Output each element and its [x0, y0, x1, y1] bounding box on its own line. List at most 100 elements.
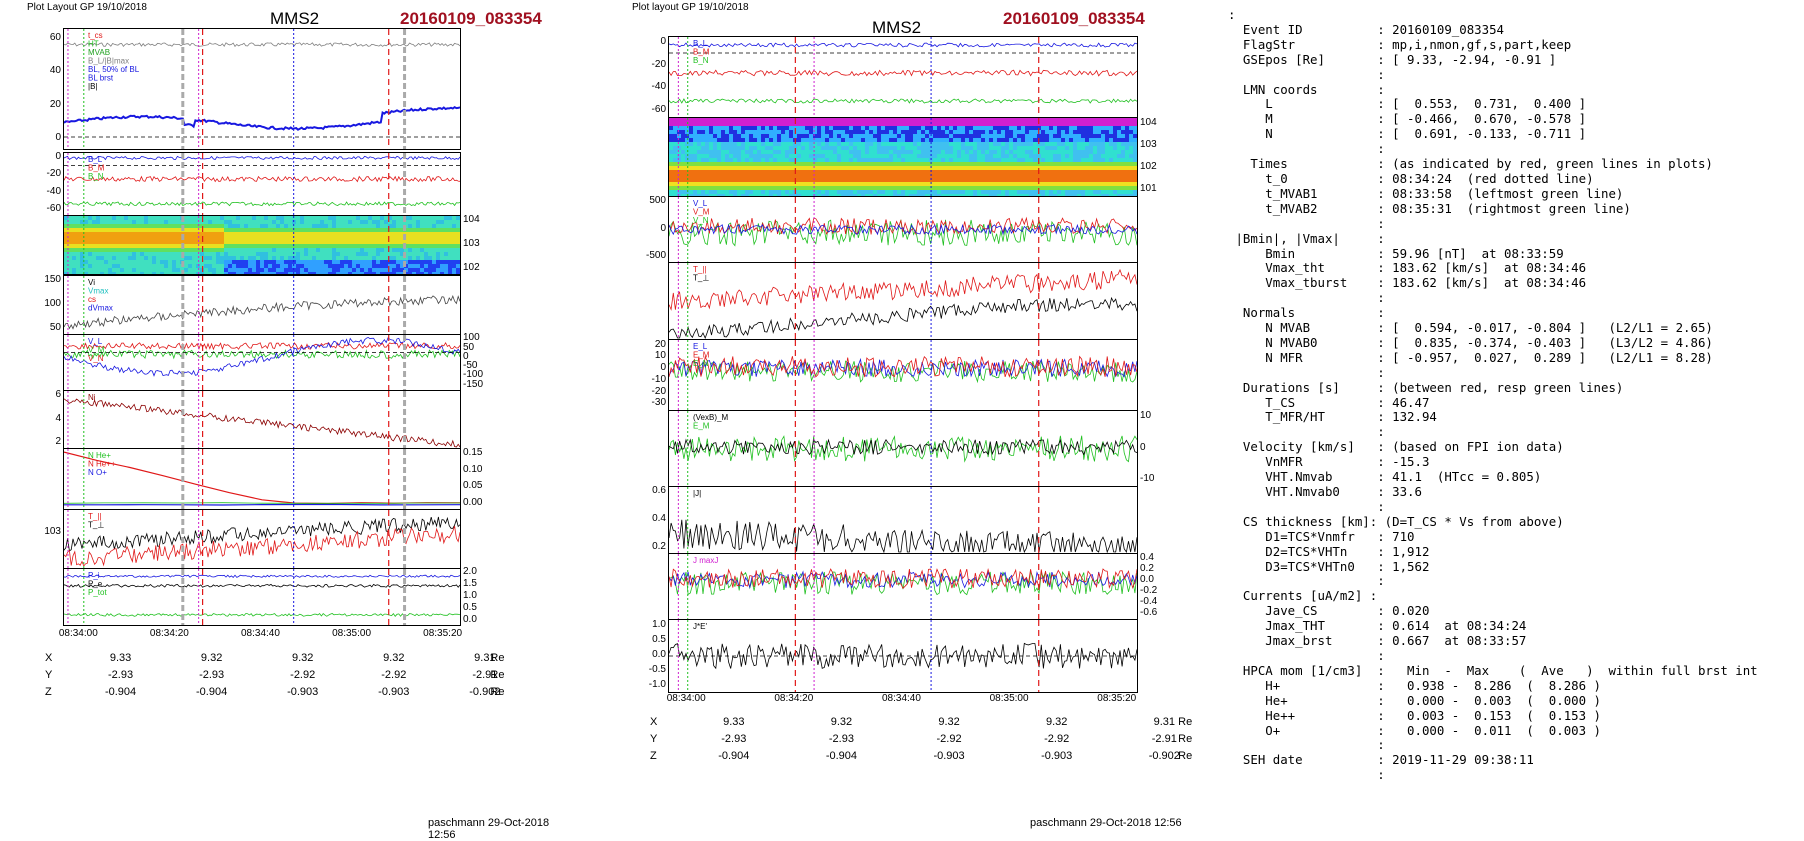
info-line: Jmax_THT : 0.614 at 08:34:24: [1228, 618, 1527, 634]
position-unit: Re: [490, 652, 505, 664]
left-plot-spacecraft: MMS2: [270, 9, 320, 28]
info-line: Jave_CS : 0.020: [1228, 603, 1430, 619]
panel-1: [668, 117, 1138, 197]
position-value: 9.33: [723, 716, 745, 728]
y-tick-label: 102: [463, 262, 480, 274]
position-row: Z -0.904 -0.904 -0.903 -0.903 -0.902 Re: [650, 750, 1192, 762]
info-line: Velocity [km/s] : (based on FPI ion data…: [1228, 439, 1564, 455]
info-line: Vmax_tht : 183.62 [km/s] at 08:34:46: [1228, 260, 1587, 276]
position-value: -2.92: [1044, 733, 1070, 745]
legend-label: N O+: [88, 468, 107, 477]
trace: [669, 438, 1137, 456]
info-line: Durations [s] : (between red, resp green…: [1228, 379, 1624, 395]
position-label: X: [45, 652, 53, 664]
panel-traces: P_iP_eP_tot: [64, 569, 460, 625]
info-line: Event ID : 20160109_083354: [1228, 21, 1505, 37]
info-line: Bmin : 59.96 [nT] at 08:33:59: [1228, 245, 1564, 261]
info-line: :: [1228, 573, 1385, 589]
trace: [669, 570, 1137, 589]
x-tick-label: 08:34:00: [58, 628, 98, 639]
legend-label: E_N: [693, 359, 709, 368]
position-unit: Re: [1178, 716, 1193, 728]
position-value: -0.902: [469, 686, 501, 698]
info-line: N MVAB0 : [ 0.835, -0.374, -0.403 ] (L3/…: [1228, 334, 1713, 350]
y-tick-label: 102: [1140, 160, 1157, 172]
mid-plot-event: 20160109_083354: [1003, 9, 1145, 28]
info-line: Currents [uA/m2] :: [1228, 588, 1378, 604]
trace: [64, 583, 460, 588]
position-value: 9.32: [291, 652, 314, 664]
position-value: 9.33: [109, 652, 132, 664]
trace: [64, 155, 460, 161]
y-tick-label: 6: [55, 388, 61, 400]
left-plot-event: 20160109_083354: [400, 9, 542, 28]
position-value: 9.32: [383, 652, 405, 664]
info-line: VHT.Nmvab : 41.1 (HTcc = 0.805): [1228, 469, 1542, 485]
info-line: FlagStr : mp,i,nmon,gf,s,part,keep: [1228, 36, 1572, 52]
info-line: Jmax_brst : 0.667 at 08:33:57: [1228, 633, 1527, 649]
legend-label: MVAB: [88, 48, 110, 57]
panel-2: V_L V_M V_N: [668, 196, 1138, 263]
legend-label: dVmax: [88, 304, 113, 313]
trace: [669, 219, 1137, 247]
y-tick-label: 0.5: [463, 601, 477, 613]
y-tick-label: 40: [49, 65, 61, 77]
y-tick-label: -50: [463, 360, 478, 372]
position-label: Z: [650, 750, 657, 762]
legend-label: E_M: [693, 351, 710, 360]
position-row: Y -2.93 -2.93 -2.92 -2.92 -2.91 Re: [650, 733, 1192, 745]
legend-label: N He++: [88, 460, 116, 469]
position-value: 9.31: [474, 652, 496, 664]
info-line: VnMFR : -15.3: [1228, 454, 1430, 470]
position-label: X: [650, 716, 658, 728]
legend-label: P_tot: [88, 588, 107, 597]
position-label: Z: [45, 686, 52, 698]
x-tick-label: 08:34:40: [882, 693, 921, 704]
y-tick-label: 0: [660, 362, 666, 374]
y-tick-label: -60: [651, 103, 666, 115]
y-tick-label: -30: [651, 397, 666, 409]
y-tick-label: 500: [649, 195, 666, 207]
info-line: Times : (as indicated by red, green line…: [1228, 156, 1713, 172]
y-tick-label: 0.10: [463, 463, 483, 475]
position-value: -2.93: [828, 733, 854, 745]
legend-label: BL brst: [88, 74, 114, 83]
legend-label: J maxJ: [693, 556, 718, 565]
info-line: :: [1228, 141, 1385, 157]
trace: [669, 42, 1137, 48]
position-row: Y -2.93 -2.93 -2.92 -2.92 -2.91 Re: [45, 669, 504, 681]
y-tick-label: -0.6: [1140, 606, 1158, 618]
trace: [669, 69, 1137, 77]
trace: [64, 398, 460, 448]
y-tick-label: 103: [44, 526, 61, 538]
y-tick-label: 20: [654, 338, 666, 350]
position-value: -0.904: [196, 686, 228, 698]
trace: [669, 98, 1137, 104]
legend-label: B_M: [693, 48, 710, 57]
legend-label: E_M: [693, 422, 710, 431]
legend-label: V_L: [88, 337, 103, 346]
legend-label: |J|: [693, 489, 701, 498]
y-tick-label: 0: [660, 222, 666, 234]
legend-label: V_N: [88, 354, 104, 363]
legend-label: E_L: [693, 342, 708, 351]
info-line: D3=TCS*VHTn0 : 1,562: [1228, 558, 1430, 574]
info-line: CS thickness [km]: (D=T_CS * Vs from abo…: [1228, 513, 1564, 529]
trace: [64, 201, 460, 207]
legend-label: T_⊥: [88, 521, 104, 530]
legend-label: B_L/|B|max: [88, 57, 129, 66]
info-line: VHT.Nmvab0 : 33.6: [1228, 484, 1422, 499]
y-tick-label: 2: [55, 436, 61, 448]
trace: [669, 268, 1137, 311]
info-line: L : [ 0.553, 0.731, 0.400 ]: [1228, 96, 1587, 112]
trace: [669, 296, 1137, 339]
position-value: -2.92: [381, 669, 407, 681]
position-label: Y: [650, 733, 658, 745]
y-tick-label: 101: [1140, 182, 1157, 194]
position-row: X 9.33 9.32 9.32 9.32 9.31 Re: [650, 716, 1192, 728]
trace: [64, 42, 460, 48]
x-tick-label: 08:35:20: [1097, 693, 1137, 704]
panel-traces: [669, 118, 1137, 196]
trace: [64, 502, 460, 504]
info-line: :: [1228, 66, 1385, 82]
